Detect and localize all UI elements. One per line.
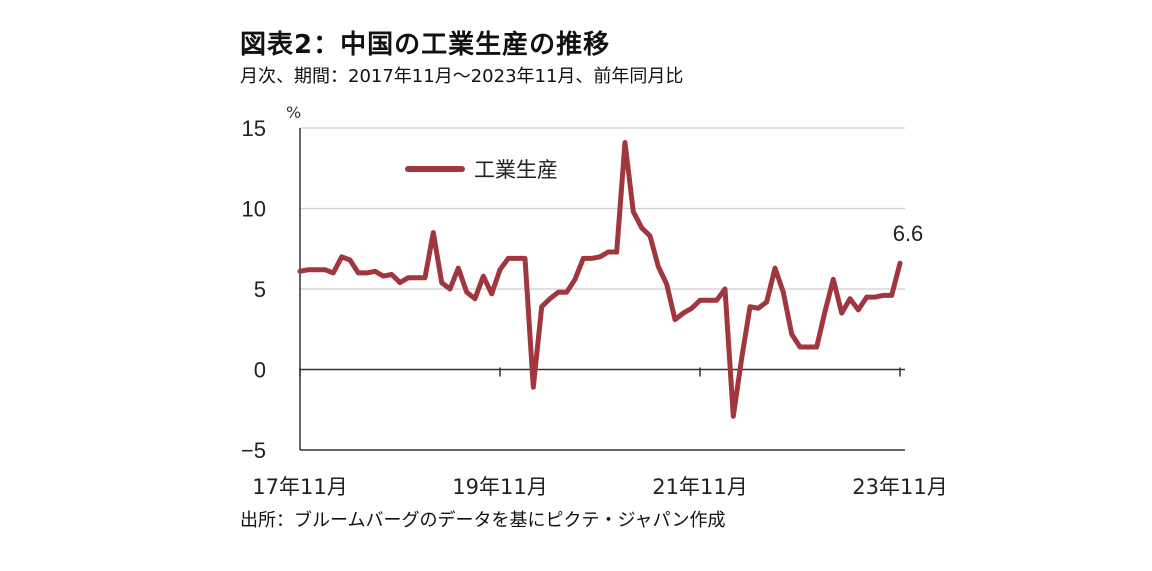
data-point <box>872 294 878 300</box>
data-point <box>397 280 403 285</box>
data-point <box>472 296 478 301</box>
data-point <box>339 254 344 259</box>
data-point <box>681 310 686 316</box>
data-point <box>739 356 744 361</box>
data-point <box>722 286 728 292</box>
data-point <box>447 286 453 292</box>
data-point <box>797 344 803 350</box>
data-point <box>814 344 819 350</box>
data-point <box>847 296 853 301</box>
last-value-annotation: 6.6 <box>893 221 924 246</box>
data-point <box>539 304 544 309</box>
data-point <box>381 273 386 279</box>
data-point <box>864 294 869 300</box>
data-point <box>406 275 411 280</box>
data-point <box>306 267 311 272</box>
data-point <box>431 230 436 235</box>
data-point <box>356 270 361 276</box>
y-tick-label: −5 <box>241 438 266 463</box>
data-point <box>764 299 769 305</box>
chart-title: 図表2：中国の工業生産の推移 <box>240 30 611 60</box>
y-tick-label: 5 <box>254 277 266 302</box>
legend-label: 工業生産 <box>474 158 558 182</box>
data-point <box>372 269 378 274</box>
data-point <box>531 385 536 390</box>
series-line-industrial-production <box>297 140 903 419</box>
x-tick-label: 19年11月 <box>452 475 547 499</box>
data-point <box>581 256 586 261</box>
data-point <box>731 414 736 419</box>
data-point <box>714 298 719 303</box>
data-point <box>672 317 678 322</box>
data-point <box>839 310 844 316</box>
chart-subtitle: 月次、期間：2017年11月～2023年11月、前年同月比 <box>240 66 684 87</box>
data-point <box>556 290 561 295</box>
data-point <box>481 273 486 279</box>
data-point <box>597 254 603 259</box>
data-point <box>856 307 861 313</box>
data-point <box>322 267 328 272</box>
data-point <box>831 277 836 282</box>
data-point <box>564 290 569 295</box>
data-point <box>506 256 511 261</box>
y-tick-label: 0 <box>254 358 266 383</box>
data-point <box>389 272 394 277</box>
data-point <box>347 257 353 263</box>
data-point <box>664 282 669 287</box>
data-point <box>439 280 444 285</box>
x-tick-label: 21年11月 <box>652 475 747 499</box>
data-point <box>789 331 794 337</box>
data-point <box>806 344 811 350</box>
data-point <box>414 275 419 280</box>
data-point <box>689 306 694 311</box>
data-point <box>897 261 903 266</box>
data-point <box>514 256 519 261</box>
data-point <box>822 309 828 314</box>
data-point <box>572 277 578 282</box>
y-tick-label: 15 <box>242 116 266 141</box>
data-point <box>614 249 619 255</box>
data-point <box>589 256 594 261</box>
y-tick-label: 10 <box>242 197 266 222</box>
data-point <box>656 264 661 269</box>
data-point <box>747 304 753 309</box>
data-point <box>706 298 711 303</box>
data-point <box>756 306 761 311</box>
data-point <box>422 275 428 280</box>
x-tick-label: 17年11月 <box>252 475 347 499</box>
data-point <box>464 290 469 295</box>
data-point <box>697 298 703 303</box>
data-point <box>881 293 886 298</box>
data-point <box>889 293 894 298</box>
x-tick-label: 23年11月 <box>852 475 947 499</box>
data-point <box>364 270 369 276</box>
data-point <box>781 290 786 295</box>
data-point <box>489 291 494 296</box>
data-point <box>497 267 503 272</box>
data-point <box>631 209 636 214</box>
data-point <box>647 233 653 239</box>
data-point <box>606 249 611 255</box>
data-point <box>456 265 461 271</box>
data-point <box>639 225 644 230</box>
y-unit-label: % <box>286 103 301 122</box>
data-point <box>547 296 553 301</box>
data-point <box>772 265 778 271</box>
data-point <box>297 269 303 274</box>
data-point <box>331 270 336 276</box>
source-note: 出所：ブルームバーグのデータを基にピクテ・ジャパン作成 <box>240 510 726 531</box>
data-point <box>314 267 319 272</box>
data-point <box>522 256 528 261</box>
data-point <box>622 140 628 145</box>
